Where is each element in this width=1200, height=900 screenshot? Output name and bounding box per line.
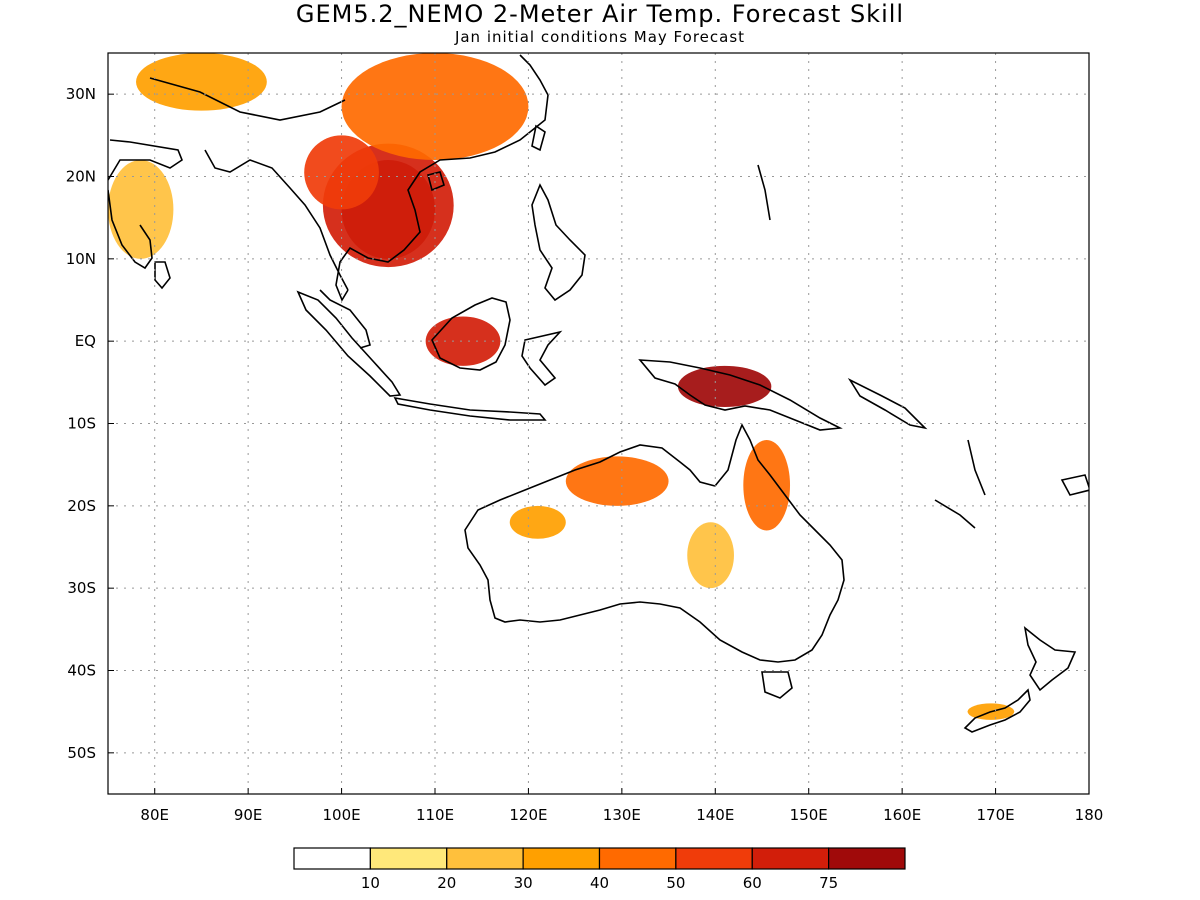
- coastline-taiwan: [531, 124, 546, 152]
- coastline-vanuatu: [967, 439, 986, 496]
- map-subtitle: Jan initial conditions May Forecast: [454, 28, 746, 46]
- coastline-sulawesi: [521, 330, 563, 387]
- colorbar-label: 10: [361, 874, 380, 892]
- lon-tick-label: 80E: [140, 806, 169, 824]
- skill-region: [677, 365, 772, 408]
- coastline-new-caledonia: [934, 499, 976, 529]
- lon-tick-label: 140E: [696, 806, 734, 824]
- lat-tick-label: 40S: [67, 662, 96, 680]
- coastline-sumatra: [296, 290, 402, 397]
- lon-tick-label: 180: [1075, 806, 1104, 824]
- colorbar-swatch: [598, 847, 677, 870]
- lon-tick-label: 100E: [323, 806, 361, 824]
- colorbar-label: 50: [666, 874, 685, 892]
- coastline-india: [108, 139, 183, 181]
- skill-region: [136, 53, 267, 111]
- lon-tick-label: 150E: [790, 806, 828, 824]
- lon-tick-label: 120E: [509, 806, 547, 824]
- lat-tick-label: 30N: [66, 85, 96, 103]
- coastline-india-west: [108, 189, 153, 270]
- skill-region: [341, 53, 529, 161]
- coastline-nz-north: [1023, 626, 1077, 692]
- skill-region: [565, 456, 669, 506]
- skill-shading-layer: [108, 53, 1015, 720]
- lat-tick-label: 20N: [66, 168, 96, 186]
- coastline-tasmania: [761, 671, 793, 699]
- grid-layer: [108, 53, 1089, 794]
- colorbar-swatch: [522, 847, 601, 870]
- colorbar-label: 40: [590, 874, 609, 892]
- lat-tick-label: 30S: [67, 579, 96, 597]
- skill-region: [743, 439, 791, 531]
- colorbar-swatch: [369, 847, 448, 870]
- colorbar-label: 20: [437, 874, 456, 892]
- coastline-fiji: [1060, 474, 1089, 496]
- coastline-hainan: [427, 171, 445, 192]
- coastline-solomons: [847, 378, 928, 430]
- coastline-nz-south: [963, 688, 1031, 733]
- coastline-bay-of-bengal: [204, 149, 349, 291]
- colorbar-swatch: [293, 847, 371, 870]
- colorbar-label: 75: [819, 874, 838, 892]
- map-title: GEM5.2_NEMO 2-Meter Air Temp. Forecast S…: [295, 0, 905, 28]
- skill-region: [509, 505, 566, 539]
- lon-tick-label: 90E: [234, 806, 263, 824]
- lat-tick-label: 50S: [67, 744, 96, 762]
- coastline-malay: [319, 289, 371, 349]
- skill-region: [425, 316, 501, 366]
- skill-region: [304, 135, 379, 210]
- coastline-new-guinea: [638, 359, 843, 431]
- coastline-marianas: [757, 164, 771, 221]
- coastline-layer: [108, 54, 1089, 733]
- coastline-borneo: [431, 297, 511, 371]
- colorbar-swatch: [446, 847, 524, 870]
- colorbar-swatch: [751, 847, 830, 870]
- colorbar-label: 30: [514, 874, 533, 892]
- axes-layer: 80E 90E 100E 110E 120E 130E 140E 150E 160E 170E 18…: [66, 85, 1104, 824]
- lat-tick-label: EQ: [75, 332, 96, 350]
- lon-tick-label: 130E: [603, 806, 641, 824]
- colorbar: 10 20 30 40 50 60 75: [293, 847, 906, 892]
- skill-region: [687, 522, 734, 589]
- lon-tick-label: 110E: [416, 806, 454, 824]
- coastline-sri-lanka: [154, 261, 171, 290]
- lat-tick-label: 20S: [67, 497, 96, 515]
- colorbar-label: 60: [743, 874, 762, 892]
- lat-tick-label: 10S: [67, 415, 96, 433]
- lon-tick-label: 160E: [883, 806, 921, 824]
- coastline-australia: [464, 423, 845, 663]
- lat-tick-label: 10N: [66, 250, 96, 268]
- colorbar-swatch: [675, 847, 753, 870]
- coastline-indochina: [335, 54, 549, 302]
- lon-tick-label: 170E: [977, 806, 1015, 824]
- coastline-philippines: [531, 183, 586, 302]
- skill-region: [108, 160, 174, 259]
- coastline-himalaya: [149, 77, 346, 121]
- coastline-java: [393, 396, 547, 421]
- colorbar-swatch: [828, 847, 906, 870]
